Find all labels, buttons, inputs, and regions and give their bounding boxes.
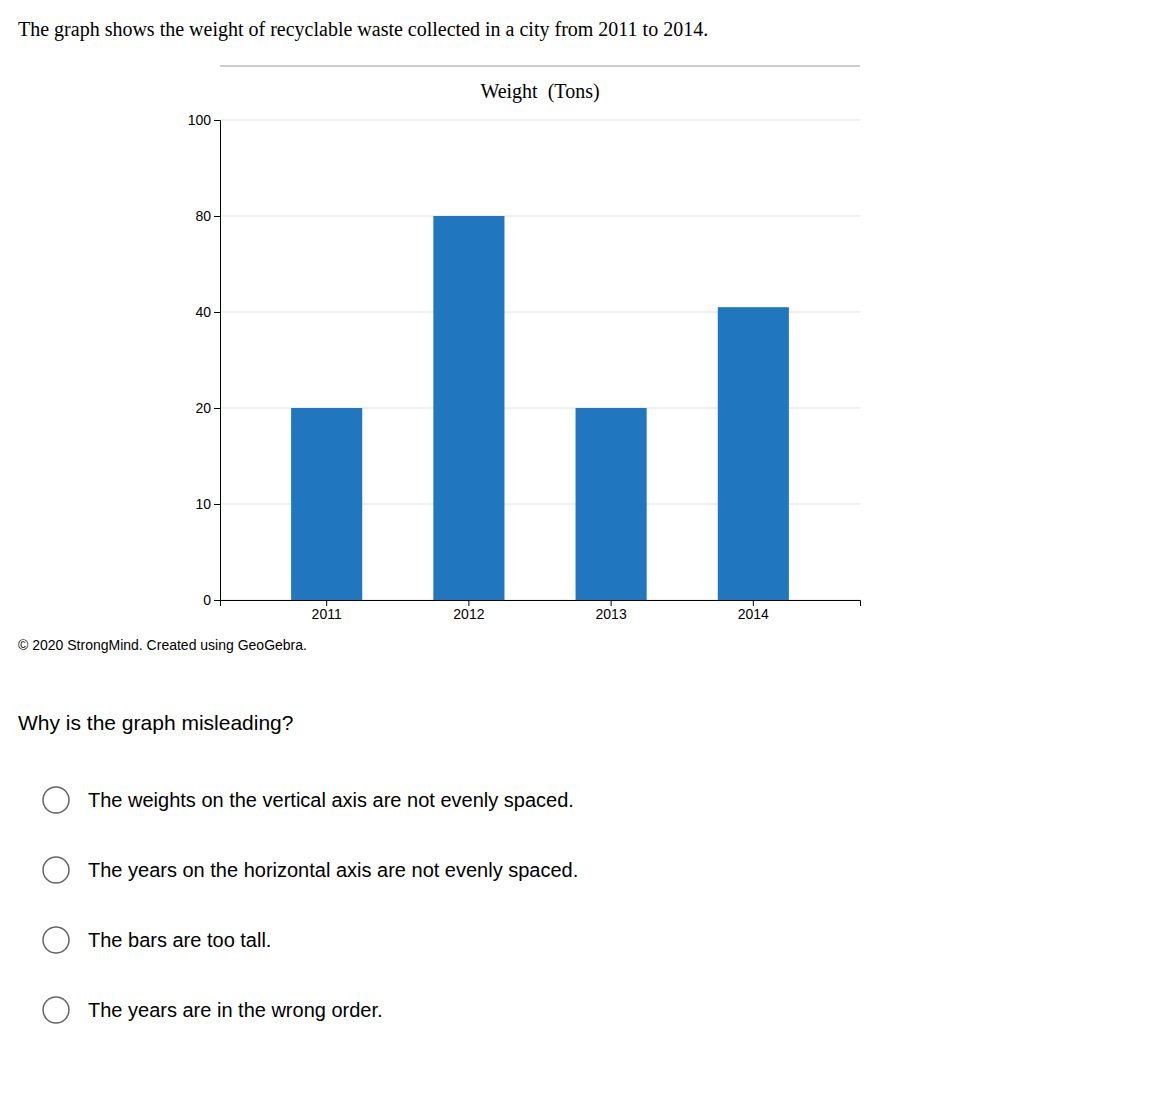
- y-tick-label: 100: [188, 112, 212, 128]
- y-tick-mark: [214, 408, 220, 409]
- y-tick: 100: [188, 112, 220, 128]
- x-tick-label: 2011: [312, 606, 342, 622]
- choice[interactable]: The years are in the wrong order.: [43, 997, 383, 1023]
- radio-button[interactable]: [43, 857, 69, 883]
- page-canvas: The graph shows the weight of recyclable…: [0, 0, 1174, 1104]
- y-tick-label: 80: [195, 208, 211, 224]
- radio-button[interactable]: [43, 787, 69, 813]
- y-axis-line: [214, 121, 221, 601]
- bars: [291, 216, 789, 600]
- y-tick-mark: [214, 504, 220, 505]
- choice-label[interactable]: The years on the horizontal axis are not…: [88, 859, 578, 881]
- radio-button[interactable]: [43, 997, 69, 1023]
- chart-title: Weight (Tons): [480, 80, 599, 103]
- x-tick: 2014: [738, 600, 769, 622]
- choice-label[interactable]: The weights on the vertical axis are not…: [88, 789, 574, 811]
- x-tick-label: 2013: [596, 606, 627, 622]
- top-rule: [220, 66, 860, 67]
- y-tick-mark: [214, 600, 220, 601]
- x-tick: 2012: [453, 600, 484, 622]
- x-tick: 2011: [312, 600, 342, 622]
- choice-label[interactable]: The years are in the wrong order.: [88, 999, 383, 1021]
- bar: [576, 408, 647, 600]
- y-tick-mark: [214, 312, 220, 313]
- x-tick-label: 2014: [738, 606, 769, 622]
- x-tick: 2013: [596, 600, 627, 622]
- choice[interactable]: The weights on the vertical axis are not…: [43, 787, 574, 813]
- y-tick: 80: [195, 208, 220, 224]
- heading: The graph shows the weight of recyclable…: [18, 18, 708, 41]
- radio-button[interactable]: [43, 927, 69, 953]
- question: Why is the graph misleading?: [18, 711, 293, 734]
- y-axis: 0 10 20 40 80 100: [188, 112, 221, 608]
- copyright: © 2020 StrongMind. Created using GeoGebr…: [18, 637, 307, 653]
- grid-line: [220, 120, 860, 121]
- y-tick: 40: [195, 304, 220, 320]
- y-tick: 20: [195, 400, 220, 416]
- y-tick-label: 40: [195, 304, 211, 320]
- choice[interactable]: The years on the horizontal axis are not…: [43, 857, 578, 883]
- bar: [433, 216, 504, 600]
- grid-line: [220, 216, 860, 217]
- y-tick-label: 20: [195, 400, 211, 416]
- grid: [220, 120, 860, 600]
- y-tick-mark: [214, 120, 220, 121]
- y-tick-label: 0: [203, 592, 211, 608]
- y-tick: 10: [195, 496, 220, 512]
- chart: 0 10 20 40 80 100 2011 2012 2013 2014: [188, 112, 861, 622]
- choice[interactable]: The bars are too tall.: [43, 927, 271, 953]
- y-tick-label: 10: [195, 496, 211, 512]
- bar: [291, 408, 362, 600]
- x-axis: 2011 2012 2013 2014: [221, 600, 861, 622]
- y-tick: 0: [203, 592, 220, 608]
- x-tick-label: 2012: [453, 606, 484, 622]
- bar: [718, 307, 789, 600]
- choice-label[interactable]: The bars are too tall.: [88, 929, 271, 951]
- y-tick-mark: [214, 216, 220, 217]
